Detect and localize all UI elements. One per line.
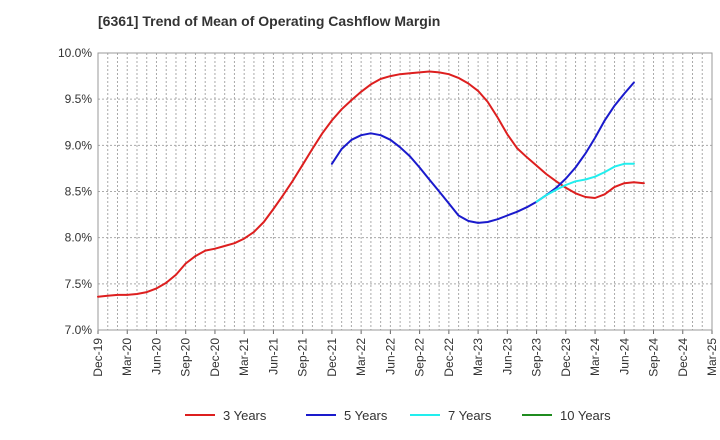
- legend-label: 10 Years: [560, 408, 611, 423]
- x-tick-label: Mar-22: [354, 338, 368, 376]
- x-tick-label: Sep-23: [530, 338, 544, 377]
- plot-frame: [97, 52, 713, 331]
- x-tick-label: Mar-24: [588, 338, 602, 376]
- x-tick-label: Mar-20: [120, 338, 134, 376]
- y-tick-label: 10.0%: [58, 46, 92, 60]
- x-tick-label: Dec-22: [442, 338, 456, 377]
- x-tick-label: Sep-24: [647, 338, 661, 377]
- x-tick-label: Mar-23: [471, 338, 485, 376]
- x-tick-label: Dec-20: [208, 338, 222, 377]
- series-line-3-years: [97, 70, 645, 298]
- legend-item: 3 Years: [185, 408, 267, 423]
- x-tick-label: Jun-22: [383, 338, 397, 375]
- series-line-5-years: [330, 81, 635, 224]
- x-tick-label: Sep-21: [296, 338, 310, 377]
- x-tick-label: Jun-20: [149, 338, 163, 375]
- legend-item: 5 Years: [306, 408, 388, 423]
- x-tick-label: Mar-25: [705, 338, 719, 376]
- x-tick-label: Dec-21: [325, 338, 339, 377]
- x-tick-label: Jun-24: [617, 338, 631, 375]
- series-line-7-years: [535, 162, 635, 203]
- legend-item: 10 Years: [522, 408, 611, 423]
- x-tick-label: Sep-22: [413, 338, 427, 377]
- y-tick-label: 8.0%: [65, 231, 93, 245]
- y-tick-label: 9.0%: [65, 138, 93, 152]
- x-tick-label: Dec-19: [91, 338, 105, 377]
- legend-item: 7 Years: [410, 408, 492, 423]
- y-tick-label: 7.5%: [65, 277, 93, 291]
- legend-label: 7 Years: [448, 408, 492, 423]
- legend-label: 5 Years: [344, 408, 388, 423]
- y-tick-label: 7.0%: [65, 323, 93, 337]
- x-tick-label: Dec-23: [559, 338, 573, 377]
- y-tick-label: 8.5%: [65, 185, 93, 199]
- legend-label: 3 Years: [223, 408, 267, 423]
- y-tick-label: 9.5%: [65, 92, 93, 106]
- x-tick-label: Jun-21: [266, 338, 280, 375]
- chart-title: [6361] Trend of Mean of Operating Cashfl…: [98, 13, 441, 29]
- x-tick-label: Jun-23: [500, 338, 514, 375]
- x-tick-label: Dec-24: [676, 338, 690, 377]
- x-tick-label: Sep-20: [179, 338, 193, 377]
- x-tick-label: Mar-21: [237, 338, 251, 376]
